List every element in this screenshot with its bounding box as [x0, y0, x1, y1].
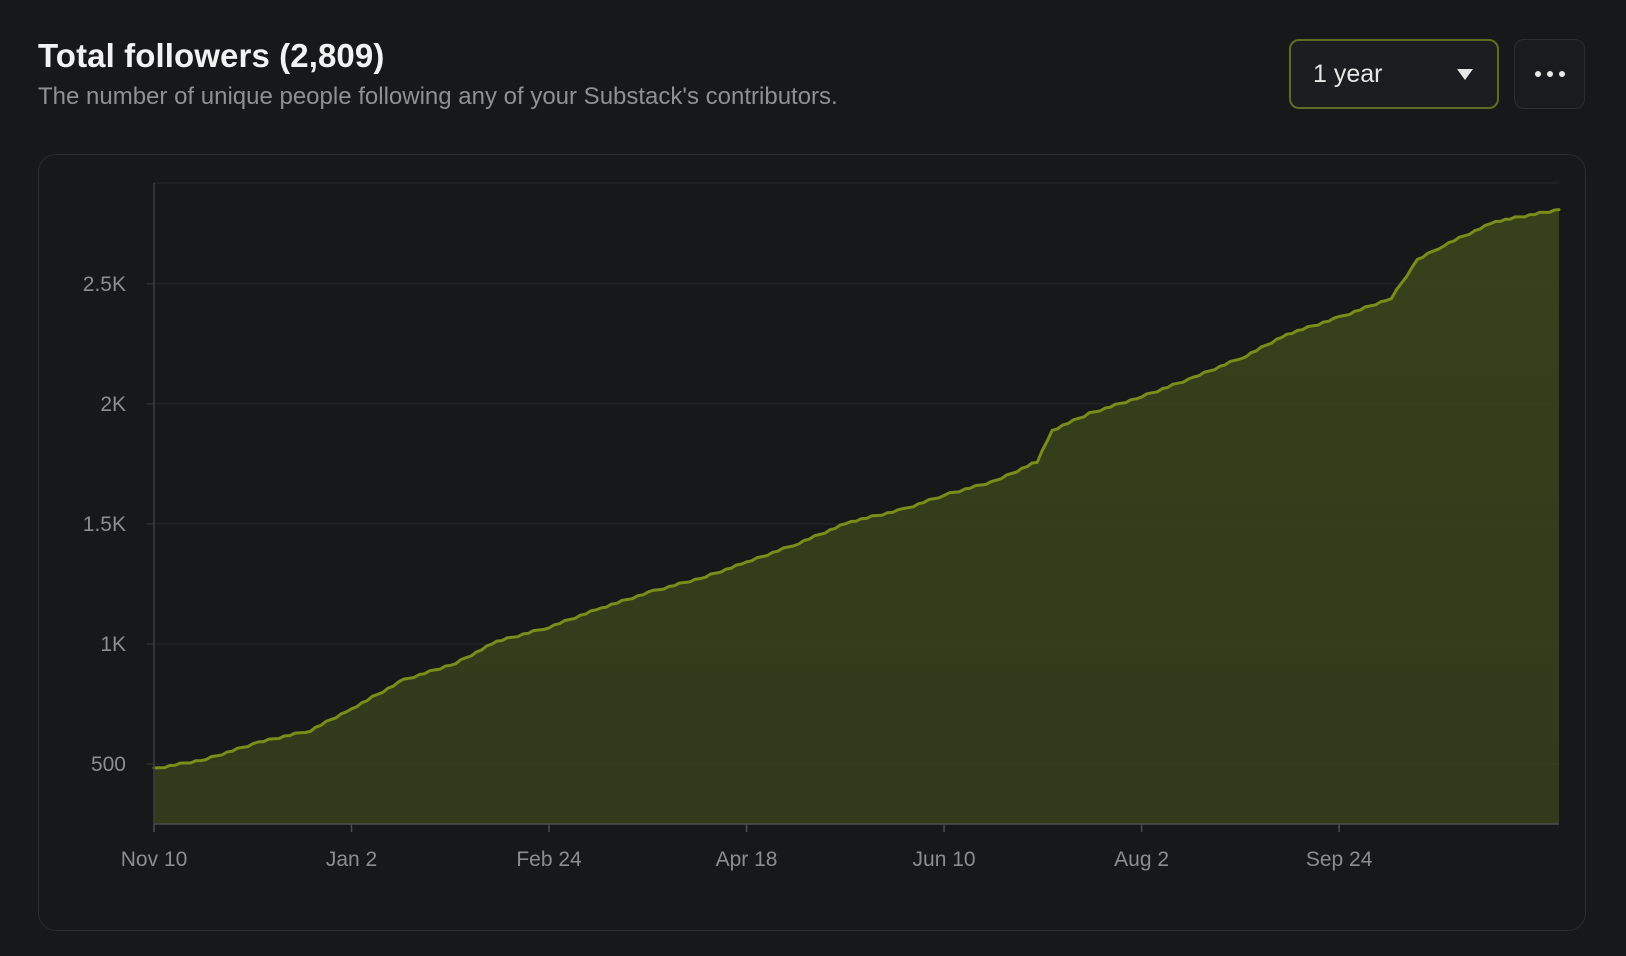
x-tick-label: Aug 2 [1114, 848, 1169, 871]
y-tick-label: 500 [91, 753, 126, 776]
chart-header: Total followers (2,809) The number of un… [38, 34, 1038, 114]
more-options-button[interactable] [1514, 39, 1585, 109]
y-tick-label: 1K [100, 633, 126, 656]
y-tick-label: 2K [100, 393, 126, 416]
followers-area-fill [154, 209, 1559, 825]
x-tick-label: Feb 24 [516, 848, 582, 871]
chevron-down-icon [1457, 68, 1473, 80]
followers-series-line [152, 208, 1561, 770]
time-range-value: 1 year [1313, 59, 1383, 88]
page-title: Total followers (2,809) [38, 37, 385, 74]
y-tick-label: 2.5K [83, 273, 126, 296]
y-tick-label: 1.5K [83, 513, 126, 536]
chart-card: 500 1K 1.5K 2K 2.5K Nov 10 Jan 2 Feb 24 Apr 18 Ju… [38, 154, 1586, 931]
x-tick-label: Nov 10 [121, 848, 188, 871]
time-range-select[interactable]: 1 year [1289, 39, 1499, 109]
x-tick-label: Sep 24 [1306, 848, 1373, 871]
x-tick-label: Jun 10 [913, 848, 976, 871]
x-tick-label: Apr 18 [716, 848, 778, 871]
x-tick-label: Jan 2 [326, 848, 377, 871]
more-horizontal-icon [1534, 71, 1565, 77]
page-subtitle: The number of unique people following an… [38, 83, 838, 110]
followers-area-chart: 500 1K 1.5K 2K 2.5K Nov 10 Jan 2 Feb 24 Apr 18 Ju… [83, 182, 1561, 871]
